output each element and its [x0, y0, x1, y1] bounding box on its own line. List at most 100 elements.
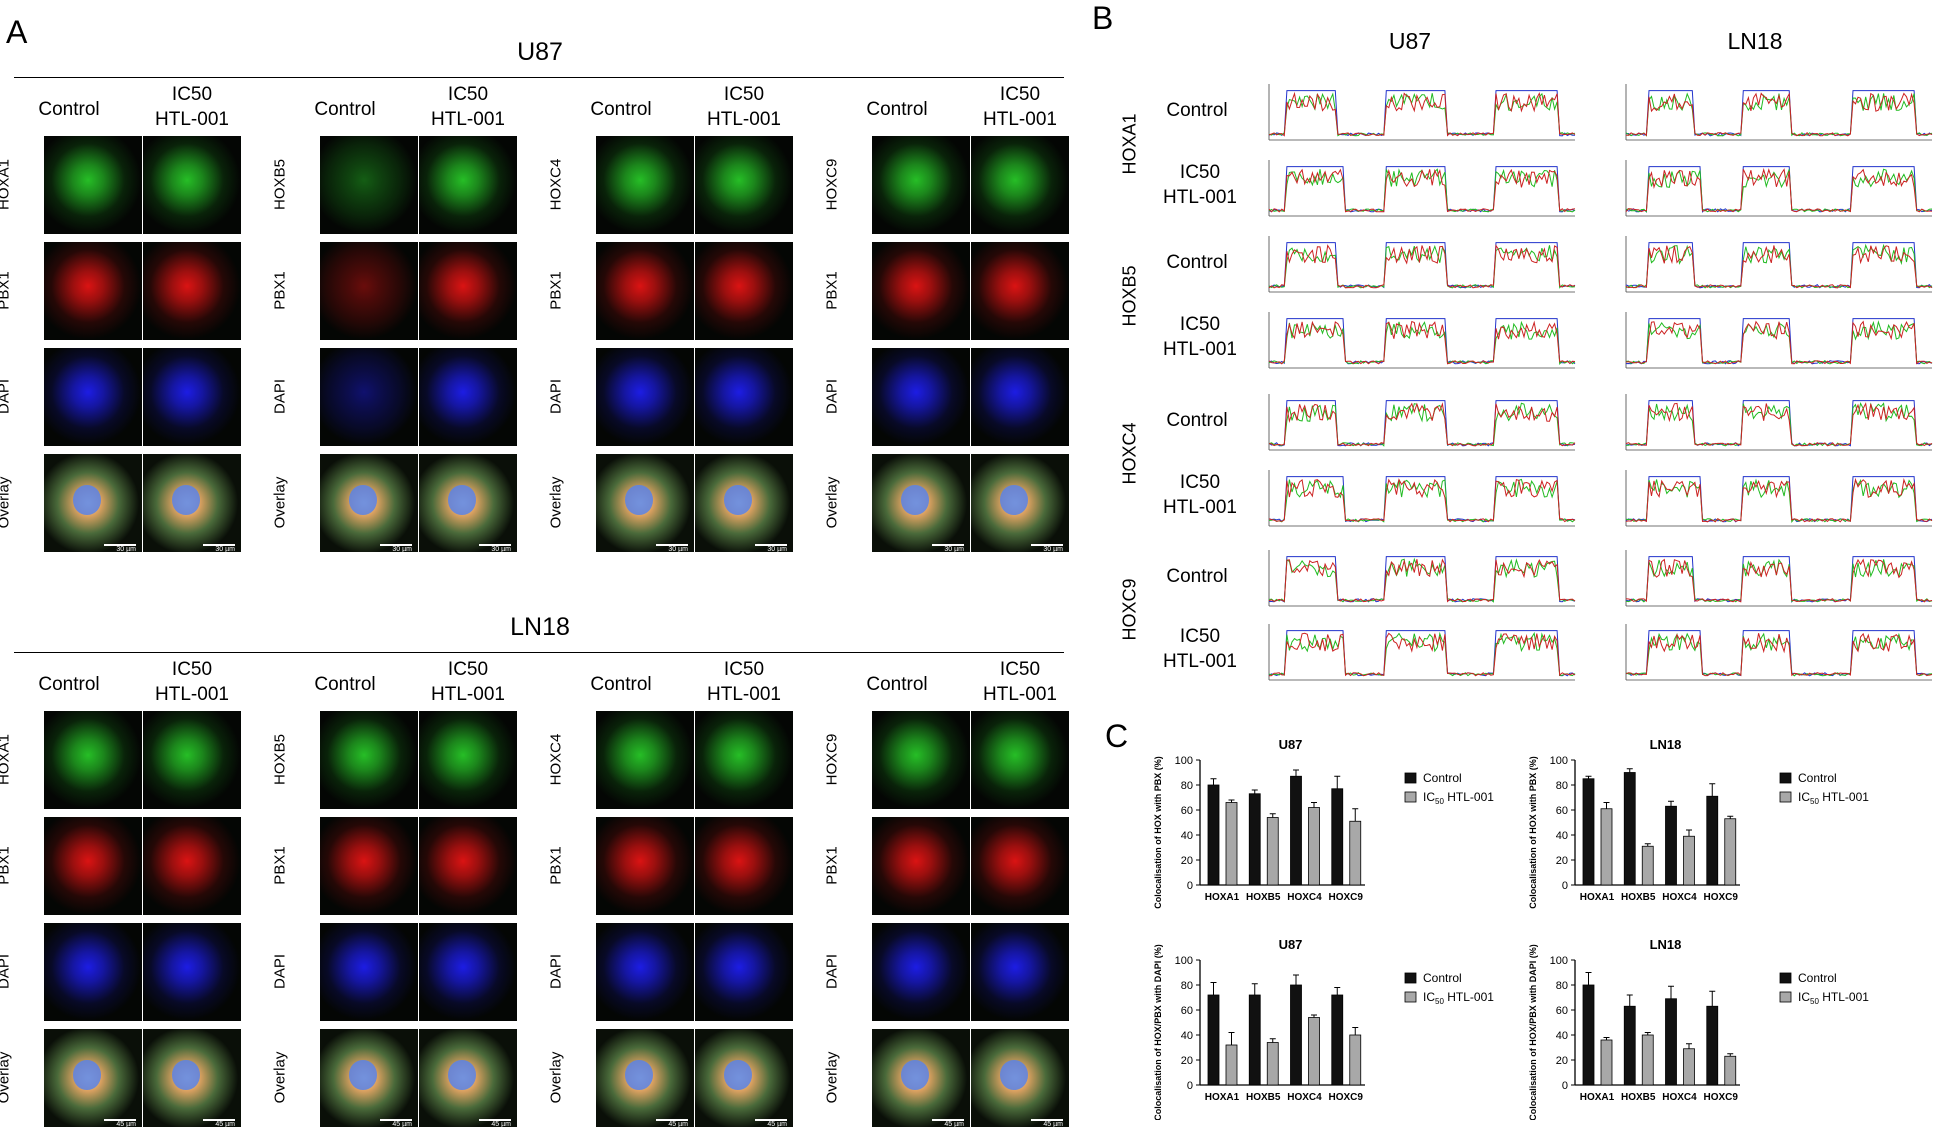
hox-micrograph: [971, 711, 1069, 809]
bar-control: [1582, 778, 1595, 886]
col-label-control: Control: [866, 674, 928, 695]
overlay-micrograph: 30 µm: [596, 454, 694, 552]
bar-ic50: [1724, 1055, 1737, 1086]
bar-ic50: [1225, 802, 1238, 886]
legend-swatch-ic50: [1404, 791, 1417, 803]
profile-line-red: [1268, 168, 1576, 213]
bar-control: [1623, 772, 1636, 886]
profile-line-blue: [1268, 90, 1575, 137]
profile-plot: [1625, 160, 1933, 217]
category-label: HOXC9: [1329, 1092, 1364, 1103]
b-row-ic50: IC50: [1179, 162, 1221, 183]
panel-a-letter: A: [6, 14, 28, 50]
scale-bar: [656, 1119, 688, 1121]
overlay-micrograph: 30 µm: [695, 454, 793, 552]
dapi-micrograph: [143, 348, 241, 446]
profile-line-red: [1625, 477, 1933, 523]
nucleus-blob: [901, 485, 929, 515]
b-gene-label: HOXC9: [1119, 578, 1140, 641]
bar-ic50: [1683, 1048, 1695, 1086]
legend-swatch-ic50: [1779, 791, 1792, 803]
row-label: Overlay: [547, 476, 565, 529]
pbx1-micrograph: [419, 242, 517, 340]
pbx1-micrograph: [44, 817, 142, 915]
bar-ic50: [1225, 1044, 1238, 1086]
row-label: DAPI: [547, 379, 565, 415]
scale-bar: [755, 1119, 787, 1121]
row-label: PBX1: [547, 271, 565, 310]
scale-label: 45 µm: [491, 1121, 511, 1127]
profile-line-green: [1268, 245, 1576, 289]
profile-line-red: [1268, 320, 1576, 365]
row-label: HOXB5: [271, 734, 289, 785]
dapi-micrograph: [44, 348, 142, 446]
legend-ic50: IC50 HTL-001: [1798, 790, 1869, 806]
col-label-ic50: IC50: [999, 84, 1041, 105]
pbx1-micrograph: [872, 242, 970, 340]
row-label: Overlay: [271, 476, 289, 529]
scale-label: 45 µm: [1043, 1121, 1063, 1127]
scale-bar: [203, 544, 235, 546]
col-label-treated: IC50 HTL-001: [965, 657, 1075, 707]
scale-bar: [104, 1119, 136, 1121]
scale-label: 30 µm: [116, 546, 136, 552]
bar-ic50: [1600, 808, 1613, 886]
col-label-treated: IC50 HTL-001: [413, 82, 523, 132]
profile-line-green: [1268, 478, 1576, 523]
bar-ic50: [1641, 845, 1654, 886]
hox-micrograph: [143, 136, 241, 234]
profile-plot: [1625, 236, 1933, 293]
chart-tick-label: 80: [1556, 780, 1568, 792]
col-label-ic50: IC50: [447, 659, 489, 680]
chart-tick-label: 80: [1181, 980, 1193, 992]
block-divider: [14, 652, 1064, 653]
profile-line-red: [1268, 558, 1576, 603]
dapi-micrograph: [419, 348, 517, 446]
col-label-treated: IC50 HTL-001: [413, 657, 523, 707]
b-row-control: Control: [1166, 566, 1228, 587]
profile-line-red: [1268, 91, 1576, 137]
dapi-micrograph: [596, 348, 694, 446]
chart-ylabel: Colocalisation of HOX/PBX with DAPI (%): [1528, 944, 1538, 1120]
panel-b-letter: B: [1092, 0, 1114, 36]
col-label-control: Control: [314, 674, 376, 695]
chart-tick-label: 60: [1181, 1005, 1193, 1017]
pbx1-micrograph: [320, 817, 418, 915]
dapi-micrograph: [596, 923, 694, 1021]
legend-ic50: IC50 HTL-001: [1423, 790, 1494, 806]
col-label-ic50: IC50: [447, 84, 489, 105]
pbx1-micrograph: [44, 242, 142, 340]
col-label-htl: HTL-001: [155, 109, 229, 130]
category-label: HOXA1: [1580, 1092, 1615, 1103]
b-header-ln18: LN18: [1727, 28, 1783, 54]
row-label: PBX1: [0, 271, 13, 310]
hox-micrograph: [695, 711, 793, 809]
row-label: Overlay: [823, 476, 841, 529]
row-label: PBX1: [823, 271, 841, 310]
legend-swatch-ic50: [1779, 991, 1792, 1003]
hox-micrograph: [971, 136, 1069, 234]
chart-tick-label: 0: [1562, 880, 1568, 892]
scale-bar: [479, 1119, 511, 1121]
col-label-ic50: IC50: [723, 84, 765, 105]
scale-bar: [380, 544, 412, 546]
profile-line-red: [1268, 244, 1576, 289]
dapi-micrograph: [44, 923, 142, 1021]
nucleus-blob: [448, 485, 476, 515]
scale-label: 30 µm: [944, 546, 964, 552]
b-gene-label: HOXB5: [1119, 265, 1140, 327]
bar-ic50: [1266, 817, 1279, 886]
scale-bar: [656, 544, 688, 546]
bar-control: [1665, 805, 1677, 886]
profile-plot: [1268, 84, 1576, 141]
scale-label: 30 µm: [1043, 546, 1063, 552]
scale-label: 45 µm: [767, 1121, 787, 1127]
row-label: PBX1: [0, 846, 13, 885]
block-title: LN18: [510, 613, 570, 641]
pbx1-micrograph: [695, 242, 793, 340]
bar-chart: U87 Colocalisation of HOX with PBX (%) 0 20…: [1153, 737, 1494, 909]
row-label: HOXB5: [271, 159, 289, 210]
b-row-control: Control: [1166, 100, 1228, 121]
bar-control: [1706, 1005, 1719, 1086]
panel-c-letter: C: [1105, 718, 1129, 754]
